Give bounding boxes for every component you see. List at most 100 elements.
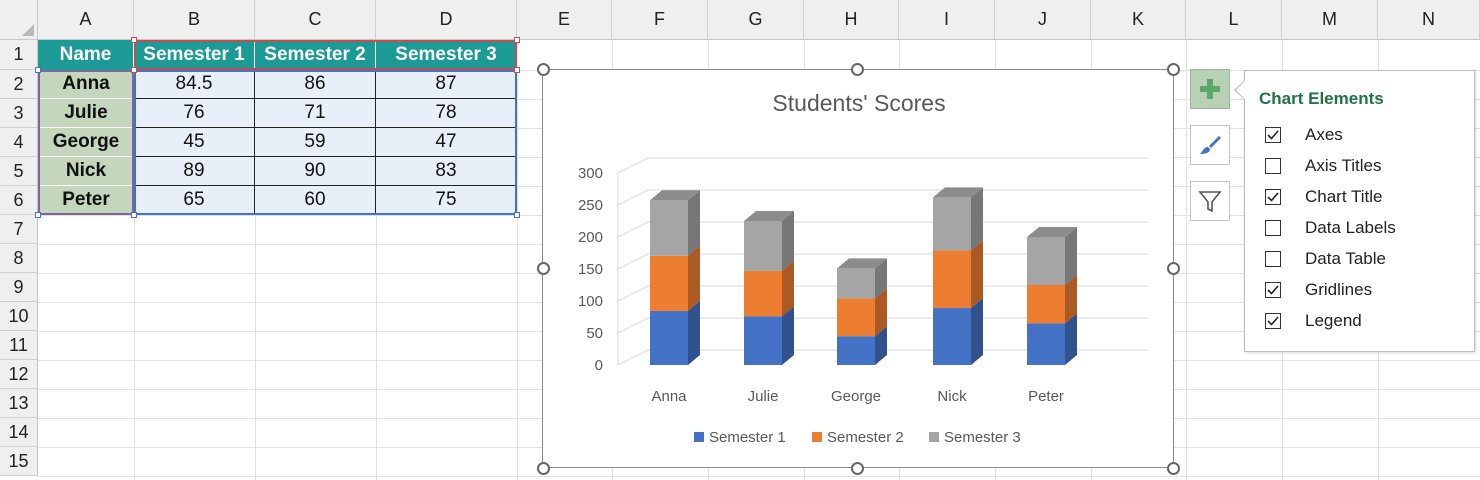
value-cell[interactable]: 59 xyxy=(255,128,376,157)
table-header-cell[interactable]: Semester 1 xyxy=(134,40,255,70)
value-cell[interactable]: 71 xyxy=(255,99,376,128)
bar-segment-side xyxy=(1065,227,1077,285)
bar-segment xyxy=(650,200,688,256)
row-header-9[interactable]: 9 xyxy=(0,273,38,302)
row-header-14[interactable]: 14 xyxy=(0,418,38,447)
bar-segment-side xyxy=(875,288,887,337)
chart-resize-handle[interactable] xyxy=(1167,262,1180,275)
row-header-8[interactable]: 8 xyxy=(0,244,38,273)
column-header-d[interactable]: D xyxy=(376,0,517,40)
chart-area[interactable]: Students' Scores 0 50 100 150 200 250 300 Anna Ju… xyxy=(542,69,1174,468)
table-header-cell[interactable]: Semester 3 xyxy=(376,40,517,70)
value-cell[interactable]: 89 xyxy=(134,157,255,186)
row-header-6[interactable]: 6 xyxy=(0,186,38,215)
chart-element-option[interactable]: Gridlines xyxy=(1265,278,1372,302)
name-cell[interactable]: Peter xyxy=(38,186,134,215)
x-tick-label: Peter xyxy=(1028,388,1064,405)
column-header-e[interactable]: E xyxy=(517,0,612,40)
y-tick-label: 50 xyxy=(586,325,603,342)
column-header-l[interactable]: L xyxy=(1186,0,1282,40)
chart-element-option[interactable]: Legend xyxy=(1265,309,1362,333)
row-header-15[interactable]: 15 xyxy=(0,447,38,476)
checkbox[interactable] xyxy=(1265,127,1281,143)
row-header-3[interactable]: 3 xyxy=(0,99,38,128)
name-cell[interactable]: Julie xyxy=(38,99,134,128)
row-header-4[interactable]: 4 xyxy=(0,128,38,157)
column-header-h[interactable]: H xyxy=(804,0,899,40)
value-cell[interactable]: 86 xyxy=(255,70,376,99)
chart-resize-handle[interactable] xyxy=(1167,462,1180,475)
column-header-i[interactable]: I xyxy=(899,0,995,40)
column-header-m[interactable]: M xyxy=(1282,0,1378,40)
row-header-7[interactable]: 7 xyxy=(0,215,38,244)
range-handle[interactable] xyxy=(514,67,520,73)
name-cell[interactable]: Nick xyxy=(38,157,134,186)
column-header-f[interactable]: F xyxy=(612,0,708,40)
range-handle[interactable] xyxy=(514,37,520,43)
value-cell[interactable]: 87 xyxy=(376,70,517,99)
column-header-b[interactable]: B xyxy=(134,0,255,40)
row-header-2[interactable]: 2 xyxy=(0,70,38,99)
bar-segment xyxy=(744,270,782,317)
chart-resize-handle[interactable] xyxy=(1167,63,1180,76)
row-header-11[interactable]: 11 xyxy=(0,331,38,360)
range-handle[interactable] xyxy=(131,37,137,43)
value-cell[interactable]: 78 xyxy=(376,99,517,128)
checkbox[interactable] xyxy=(1265,282,1281,298)
column-header-j[interactable]: J xyxy=(995,0,1091,40)
bar-segment xyxy=(744,221,782,271)
chart-element-option[interactable]: Axis Titles xyxy=(1265,154,1382,178)
row-header-5[interactable]: 5 xyxy=(0,157,38,186)
chart-resize-handle[interactable] xyxy=(537,462,550,475)
chart-resize-handle[interactable] xyxy=(851,63,864,76)
checkbox[interactable] xyxy=(1265,158,1281,174)
checkbox[interactable] xyxy=(1265,189,1281,205)
chart-element-option[interactable]: Data Labels xyxy=(1265,216,1396,240)
name-cell[interactable]: George xyxy=(38,128,134,157)
chart-filters-button[interactable] xyxy=(1190,181,1230,221)
column-header-k[interactable]: K xyxy=(1091,0,1186,40)
row-header-1[interactable]: 1 xyxy=(0,40,38,70)
chart-element-option[interactable]: Chart Title xyxy=(1265,185,1382,209)
column-header-a[interactable]: A xyxy=(38,0,134,40)
range-handle[interactable] xyxy=(131,212,137,218)
y-tick-label: 200 xyxy=(578,229,603,246)
chart-resize-handle[interactable] xyxy=(851,462,864,475)
checkbox[interactable] xyxy=(1265,313,1281,329)
row-header-12[interactable]: 12 xyxy=(0,360,38,389)
value-cell[interactable]: 45 xyxy=(134,128,255,157)
range-handle[interactable] xyxy=(35,212,41,218)
x-tick-label: George xyxy=(831,388,881,405)
select-all-corner[interactable] xyxy=(0,0,38,40)
gridline-side xyxy=(617,157,649,174)
value-cell[interactable]: 75 xyxy=(376,186,517,215)
bar-top xyxy=(650,190,700,201)
range-handle[interactable] xyxy=(35,67,41,73)
column-header-g[interactable]: G xyxy=(708,0,804,40)
chart-element-option[interactable]: Axes xyxy=(1265,123,1343,147)
chart-element-option[interactable]: Data Table xyxy=(1265,247,1386,271)
row-header-13[interactable]: 13 xyxy=(0,389,38,418)
legend-entry: Semester 3 xyxy=(944,429,1021,446)
value-cell[interactable]: 76 xyxy=(134,99,255,128)
chart-resize-handle[interactable] xyxy=(537,63,550,76)
column-header-c[interactable]: C xyxy=(255,0,376,40)
column-header-n[interactable]: N xyxy=(1378,0,1480,40)
gridline-side xyxy=(617,253,649,270)
row-header-10[interactable]: 10 xyxy=(0,302,38,331)
bar-segment-side xyxy=(688,300,700,365)
option-label: Axis Titles xyxy=(1305,156,1382,175)
value-cell[interactable]: 84.5 xyxy=(134,70,255,99)
value-cell[interactable]: 90 xyxy=(255,157,376,186)
name-cell[interactable]: Anna xyxy=(38,70,134,99)
range-handle[interactable] xyxy=(131,67,137,73)
checkbox[interactable] xyxy=(1265,220,1281,236)
chart-elements-button[interactable] xyxy=(1190,69,1230,109)
table-header-cell[interactable]: Semester 2 xyxy=(255,40,376,70)
value-cell[interactable]: 47 xyxy=(376,128,517,157)
checkbox[interactable] xyxy=(1265,251,1281,267)
chart-styles-button[interactable] xyxy=(1190,125,1230,165)
range-handle[interactable] xyxy=(514,212,520,218)
table-header-cell[interactable]: Name xyxy=(38,40,134,70)
chart-resize-handle[interactable] xyxy=(537,262,550,275)
